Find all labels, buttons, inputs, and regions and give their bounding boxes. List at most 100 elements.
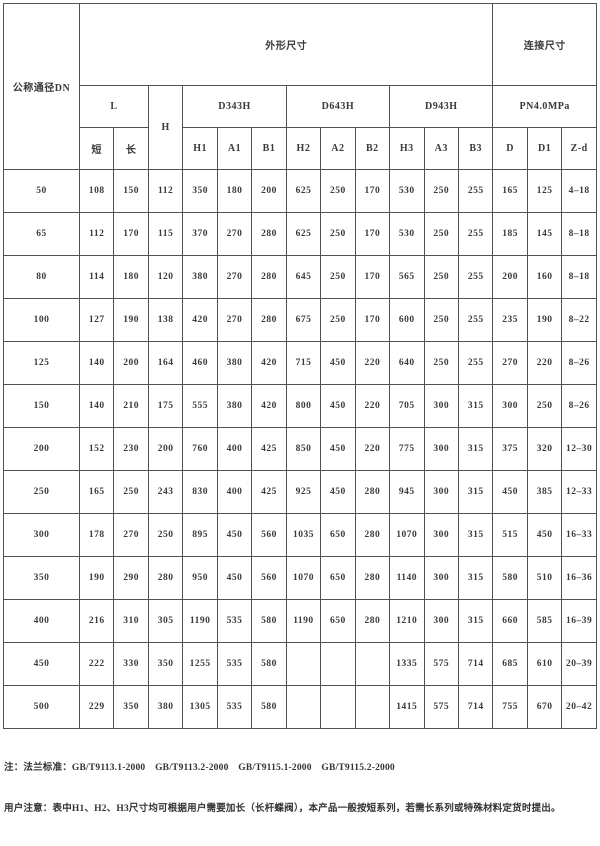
value-cell: 280: [251, 255, 287, 299]
value-cell: 250: [147, 513, 184, 557]
header-col-b3: B3: [457, 127, 494, 170]
value-cell: 160: [526, 255, 563, 299]
header-height-H: H: [147, 85, 184, 170]
note-user-notice: 用户注意：表中H1、H2、H3尺寸均可根据用户需要加长（长杆蝶阀），本产品一般按…: [4, 803, 561, 814]
value-cell: 380: [147, 685, 184, 729]
value-cell: 170: [113, 212, 149, 256]
header-l-long: 长: [113, 127, 149, 170]
value-cell: 145: [526, 212, 563, 256]
value-cell: 625: [285, 212, 322, 256]
value-cell: 280: [354, 599, 391, 643]
value-cell: 16–33: [561, 513, 597, 557]
value-cell: 460: [182, 341, 218, 385]
value-cell: 170: [354, 212, 391, 256]
value-cell: 425: [251, 427, 287, 471]
table-row: 200 152 230 200 760 400 425 850 450 220 775 300 315 3…: [3, 427, 597, 471]
value-cell: 170: [354, 298, 391, 342]
value-cell: 250: [423, 298, 459, 342]
value-cell: 1190: [285, 599, 322, 643]
dn-cell: 500: [3, 685, 80, 729]
value-cell: 115: [147, 212, 184, 256]
value-cell: 140: [78, 384, 115, 428]
value-cell: 315: [457, 556, 494, 600]
value-cell: 1210: [389, 599, 425, 643]
value-cell: 350: [147, 642, 184, 686]
value-cell: 800: [285, 384, 322, 428]
value-cell: [285, 642, 322, 686]
page: { "page": { "background": "#ffffff", "bo…: [3, 3, 597, 814]
table-row: 65 112 170 115 370 270 280 625 250 170 530 250 255 18…: [3, 212, 597, 256]
value-cell: 375: [492, 427, 528, 471]
value-cell: 250: [423, 341, 459, 385]
header-col-h2: H2: [285, 127, 322, 170]
value-cell: 250: [423, 212, 459, 256]
value-cell: 300: [423, 556, 459, 600]
value-cell: 250: [320, 255, 356, 299]
value-cell: 165: [78, 470, 115, 514]
value-cell: 190: [78, 556, 115, 600]
value-cell: 170: [354, 255, 391, 299]
dn-cell: 65: [3, 212, 80, 256]
value-cell: 555: [182, 384, 218, 428]
value-cell: 350: [182, 169, 218, 213]
value-cell: 380: [182, 255, 218, 299]
header-col-d: D: [492, 127, 528, 170]
value-cell: 330: [113, 642, 149, 686]
value-cell: 610: [526, 642, 563, 686]
value-cell: 650: [320, 599, 356, 643]
value-cell: 108: [78, 169, 115, 213]
value-cell: 1070: [389, 513, 425, 557]
dn-cell: 250: [3, 470, 80, 514]
value-cell: 450: [320, 341, 356, 385]
value-cell: 270: [216, 255, 253, 299]
value-cell: 1335: [389, 642, 425, 686]
table-row: 50 108 150 112 350 180 200 625 250 170 530 250 255 16…: [3, 169, 597, 213]
value-cell: 535: [216, 599, 253, 643]
value-cell: 8–18: [561, 255, 597, 299]
value-cell: 650: [320, 513, 356, 557]
value-cell: 300: [423, 384, 459, 428]
table-row: 450 222 330 350 1255 535 580 1335 575 714 685 610 20…: [3, 642, 597, 686]
value-cell: 420: [251, 384, 287, 428]
header-col-h3: H3: [389, 127, 425, 170]
value-cell: 450: [320, 427, 356, 471]
value-cell: 280: [354, 556, 391, 600]
value-cell: 250: [113, 470, 149, 514]
value-cell: 125: [526, 169, 563, 213]
header-pressure-pn40: PN4.0MPa: [492, 85, 597, 128]
value-cell: 1140: [389, 556, 425, 600]
value-cell: 385: [526, 470, 563, 514]
value-cell: 8–26: [561, 384, 597, 428]
value-cell: 114: [78, 255, 115, 299]
value-cell: 580: [251, 685, 287, 729]
value-cell: 300: [423, 513, 459, 557]
value-cell: 12–33: [561, 470, 597, 514]
value-cell: 170: [354, 169, 391, 213]
header-col-b1: B1: [251, 127, 287, 170]
value-cell: 450: [216, 556, 253, 600]
value-cell: 243: [147, 470, 184, 514]
value-cell: 575: [423, 642, 459, 686]
value-cell: 270: [216, 212, 253, 256]
table-row: 125 140 200 164 460 380 420 715 450 220 640 250 255 2…: [3, 341, 597, 385]
value-cell: 515: [492, 513, 528, 557]
value-cell: 250: [526, 384, 563, 428]
footnotes: 注：法兰标准：GB/T9113.1-2000 GB/T9113.2-2000 G…: [3, 735, 597, 843]
table-row: 350 190 290 280 950 450 560 1070 650 280 1140 300 31…: [3, 556, 597, 600]
table-body: 50 108 150 112 350 180 200 625 250 170 530 250 255 16…: [3, 169, 597, 729]
value-cell: 280: [354, 513, 391, 557]
value-cell: 850: [285, 427, 322, 471]
value-cell: 112: [78, 212, 115, 256]
value-cell: 645: [285, 255, 322, 299]
table-row: 100 127 190 138 420 270 280 675 250 170 600 250 255 2…: [3, 298, 597, 342]
dn-cell: 50: [3, 169, 80, 213]
value-cell: 190: [526, 298, 563, 342]
table-row: 400 216 310 305 1190 535 580 1190 650 280 1210 300 3…: [3, 599, 597, 643]
value-cell: 200: [113, 341, 149, 385]
value-cell: 152: [78, 427, 115, 471]
value-cell: 8–22: [561, 298, 597, 342]
value-cell: 164: [147, 341, 184, 385]
value-cell: 222: [78, 642, 115, 686]
value-cell: 830: [182, 470, 218, 514]
